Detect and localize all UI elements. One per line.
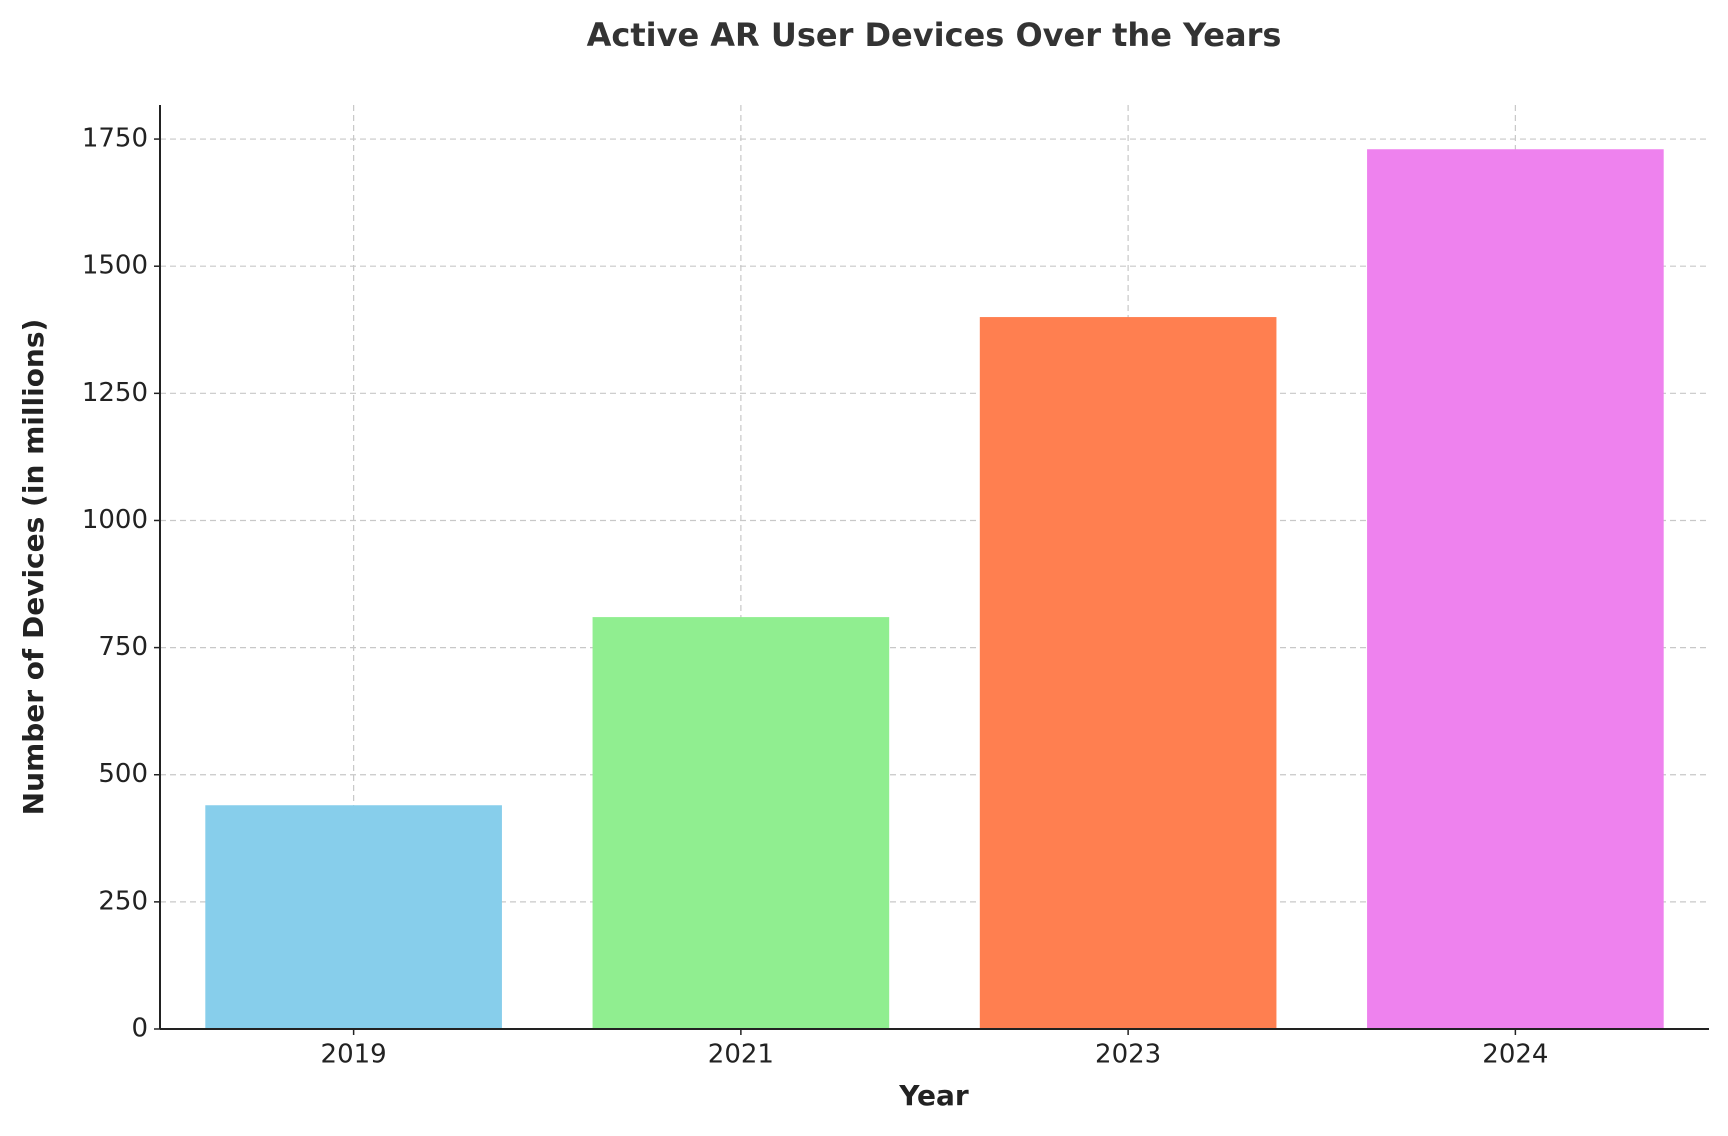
y-tick-label: 500 <box>98 759 148 789</box>
y-tick-label: 250 <box>98 886 148 916</box>
y-tick-label: 1250 <box>82 378 148 408</box>
y-tick-label: 1000 <box>82 505 148 535</box>
bar <box>205 805 502 1029</box>
y-axis-label: Number of Devices (in millions) <box>17 319 50 816</box>
x-axis-label: Year <box>898 1079 969 1112</box>
y-tick-label: 1500 <box>82 251 148 281</box>
x-tick-label: 2021 <box>708 1040 774 1070</box>
chart-title: Active AR User Devices Over the Years <box>587 16 1282 54</box>
bar <box>979 317 1277 1029</box>
y-tick-label: 0 <box>131 1014 148 1044</box>
y-tick-label: 750 <box>98 632 148 662</box>
bar <box>592 617 890 1029</box>
x-tick-label: 2024 <box>1482 1040 1548 1070</box>
y-tick-label: 1750 <box>82 124 148 154</box>
x-tick-label: 2019 <box>321 1040 387 1070</box>
bar <box>1367 149 1664 1029</box>
x-tick-label: 2023 <box>1095 1040 1161 1070</box>
